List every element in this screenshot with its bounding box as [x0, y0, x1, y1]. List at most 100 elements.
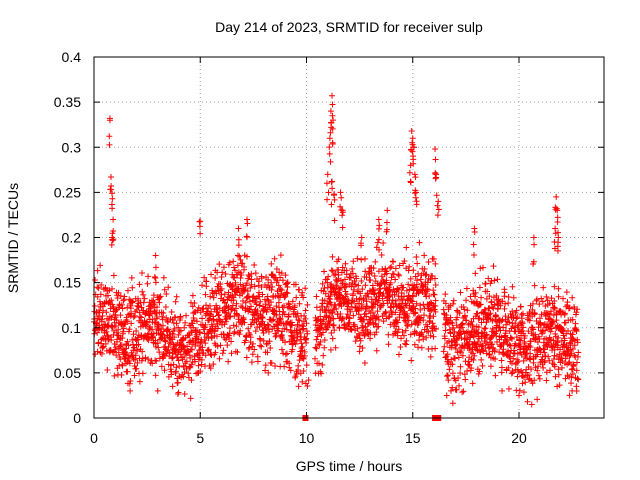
data-point [464, 307, 471, 314]
data-point [185, 370, 192, 377]
data-point [459, 389, 466, 396]
data-point [106, 133, 113, 140]
data-point [434, 202, 441, 209]
data-point [329, 268, 336, 275]
data-point [498, 334, 505, 341]
data-point [343, 291, 350, 298]
data-point [444, 351, 451, 358]
data-point [139, 288, 146, 295]
data-point [319, 361, 326, 368]
data-point [408, 147, 415, 154]
data-point [482, 307, 489, 314]
data-point [120, 328, 127, 335]
data-point [296, 300, 303, 307]
data-point [124, 318, 131, 325]
data-point [499, 298, 506, 305]
data-point [207, 351, 214, 358]
data-point [312, 344, 319, 351]
data-point [431, 275, 438, 282]
data-point [325, 273, 332, 280]
data-point [328, 124, 335, 131]
data-point [126, 380, 133, 387]
data-point [109, 190, 116, 197]
data-point [374, 308, 381, 315]
data-point [456, 331, 463, 338]
data-point [279, 277, 286, 284]
data-point [432, 303, 439, 310]
data-point [359, 322, 366, 329]
data-point [140, 299, 147, 306]
data-point [392, 297, 399, 304]
data-point [441, 343, 448, 350]
data-point [98, 318, 105, 325]
data-point [303, 320, 310, 327]
data-point [410, 267, 417, 274]
data-point [141, 295, 148, 302]
data-point [536, 345, 543, 352]
data-point [268, 360, 275, 367]
data-point [139, 370, 146, 377]
data-point [135, 341, 142, 348]
data-point [520, 357, 527, 364]
data-point [394, 319, 401, 326]
data-point [130, 331, 137, 338]
data-point [395, 272, 402, 279]
data-point [119, 362, 126, 369]
data-point [248, 281, 255, 288]
data-point [514, 359, 521, 366]
data-point [131, 372, 138, 379]
data-point [301, 312, 308, 319]
data-point [387, 321, 394, 328]
data-point [396, 262, 403, 269]
data-point [411, 341, 418, 348]
data-point [432, 169, 439, 176]
data-point [450, 333, 457, 340]
data-point [506, 319, 513, 326]
data-point [160, 310, 167, 317]
data-point [259, 315, 266, 322]
data-point [163, 290, 170, 297]
data-point [413, 201, 420, 208]
data-point [320, 316, 327, 323]
data-point [432, 260, 439, 267]
data-point [144, 336, 151, 343]
y-axis-title: SRMTID / TECUs [5, 183, 21, 293]
data-point [475, 324, 482, 331]
data-point [212, 349, 219, 356]
data-point [301, 352, 308, 359]
data-point [471, 352, 478, 359]
data-point [214, 343, 221, 350]
data-point [290, 308, 297, 315]
data-point [551, 305, 558, 312]
data-point [214, 309, 221, 316]
data-point [293, 370, 300, 377]
data-point [322, 307, 329, 314]
data-point [127, 305, 134, 312]
data-point [367, 329, 374, 336]
data-point [390, 258, 397, 265]
data-point [432, 175, 439, 182]
data-point [100, 307, 107, 314]
data-point [251, 262, 258, 269]
data-point [115, 326, 122, 333]
data-point [496, 349, 503, 356]
data-point [553, 193, 560, 200]
data-point [244, 288, 251, 295]
data-point [329, 253, 336, 260]
data-point [538, 311, 545, 318]
data-point [470, 241, 477, 248]
data-point [569, 387, 576, 394]
data-point [359, 345, 366, 352]
data-point [219, 350, 226, 357]
data-point [99, 344, 106, 351]
data-point [187, 354, 194, 361]
data-point [327, 158, 334, 165]
data-point [539, 353, 546, 360]
data-point [395, 271, 402, 278]
data-point [109, 237, 116, 244]
data-point [118, 301, 125, 308]
data-point [412, 174, 419, 181]
data-point [281, 325, 288, 332]
data-point [177, 315, 184, 322]
